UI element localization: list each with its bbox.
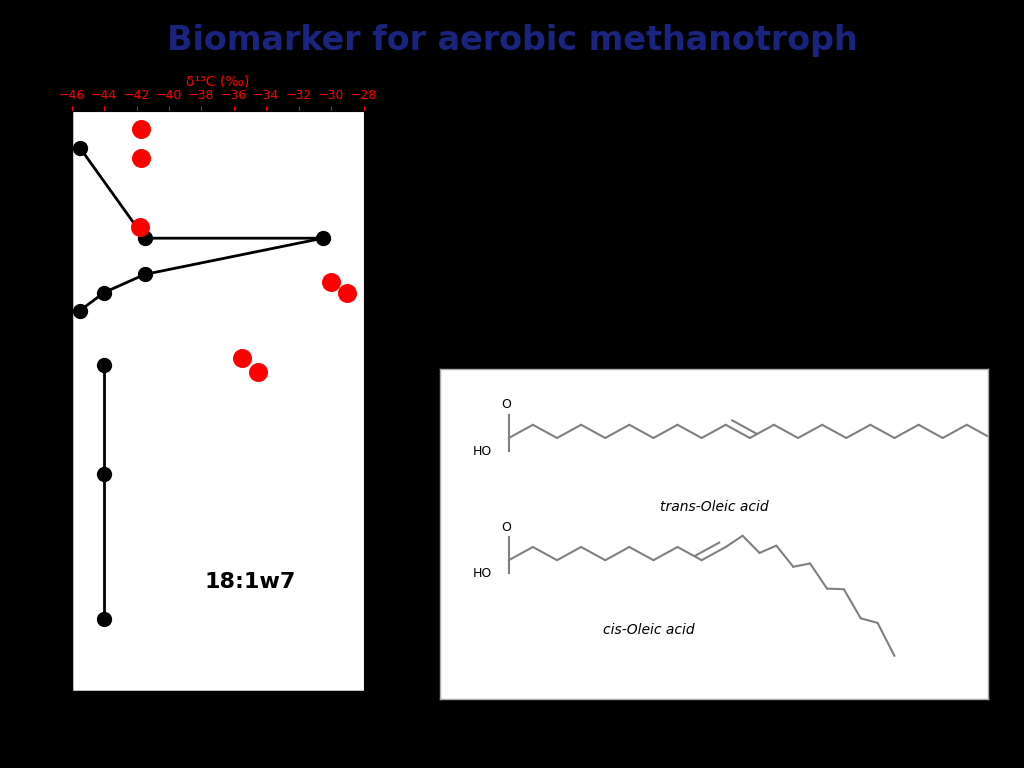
Point: [136, 232, 153, 244]
Point: [96, 468, 113, 480]
Text: cis-Oleic acid: cis-Oleic acid: [603, 623, 694, 637]
X-axis label: ng/L: ng/L: [200, 720, 236, 737]
Point: [136, 268, 153, 280]
Y-axis label: Depth (m): Depth (m): [14, 359, 33, 444]
Text: trans-Oleic acid: trans-Oleic acid: [659, 500, 769, 515]
Point: [131, 221, 148, 233]
Point: [323, 276, 339, 288]
Text: C18:1w7 Fatty acid: C18:1w7 Fatty acid: [489, 174, 908, 213]
Point: [133, 124, 150, 136]
Text: O: O: [501, 521, 511, 534]
Text: (Oleic acid): (Oleic acid): [574, 252, 823, 290]
Point: [96, 613, 113, 625]
Point: [96, 359, 113, 371]
Point: [96, 286, 113, 299]
Point: [72, 141, 88, 154]
Point: [339, 286, 355, 299]
Point: [314, 232, 331, 244]
Point: [72, 305, 88, 317]
Point: [133, 152, 150, 164]
Text: HO: HO: [473, 445, 493, 458]
X-axis label: δ¹³C (‰): δ¹³C (‰): [186, 74, 249, 89]
Text: Biomarker for aerobic methanotroph: Biomarker for aerobic methanotroph: [167, 24, 857, 57]
Point: [250, 366, 266, 379]
Point: [233, 352, 250, 364]
Text: 18:1w7: 18:1w7: [205, 572, 296, 592]
Text: HO: HO: [473, 567, 493, 580]
Text: O: O: [501, 399, 511, 412]
